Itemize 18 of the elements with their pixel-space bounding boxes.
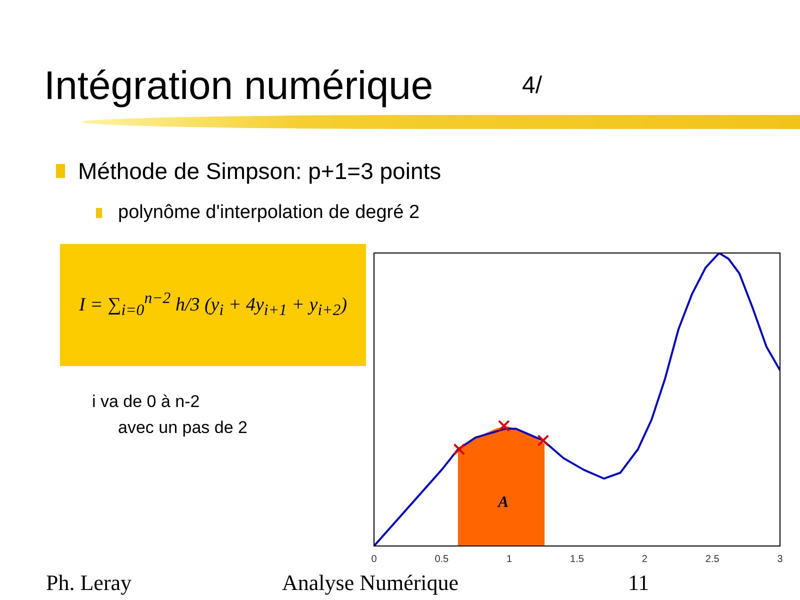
text: Ph. Leray	[46, 570, 132, 596]
text: 11	[628, 570, 650, 596]
x-tick-label: 3	[777, 554, 784, 565]
annotation: A	[498, 494, 509, 512]
text: i va de 0 à n-2	[92, 392, 200, 412]
text: Méthode de Simpson: p+1=3 points	[78, 158, 442, 185]
text: avec un pas de 2	[118, 418, 248, 438]
text: polynôme d'interpolation de degré 2	[118, 202, 420, 224]
x-tick-label: 2	[642, 554, 648, 565]
text: Analyse Numérique	[282, 570, 459, 596]
x-tick-label: 2.5	[705, 554, 720, 565]
text: 4/	[522, 72, 542, 100]
x-tick-label: 1	[506, 554, 513, 565]
chart-title: Intégration numérique	[44, 64, 434, 109]
x-tick-label: 0.5	[434, 554, 450, 565]
x-tick-label: 0	[371, 554, 378, 565]
formula-box: I = ∑$_{i=0}$$^{n−2}$ h/3 (y$_{i}$ + 4y$_{i+1}$ + y$_{i+2}$)	[60, 244, 366, 366]
x-tick-label: 1.5	[570, 554, 584, 565]
